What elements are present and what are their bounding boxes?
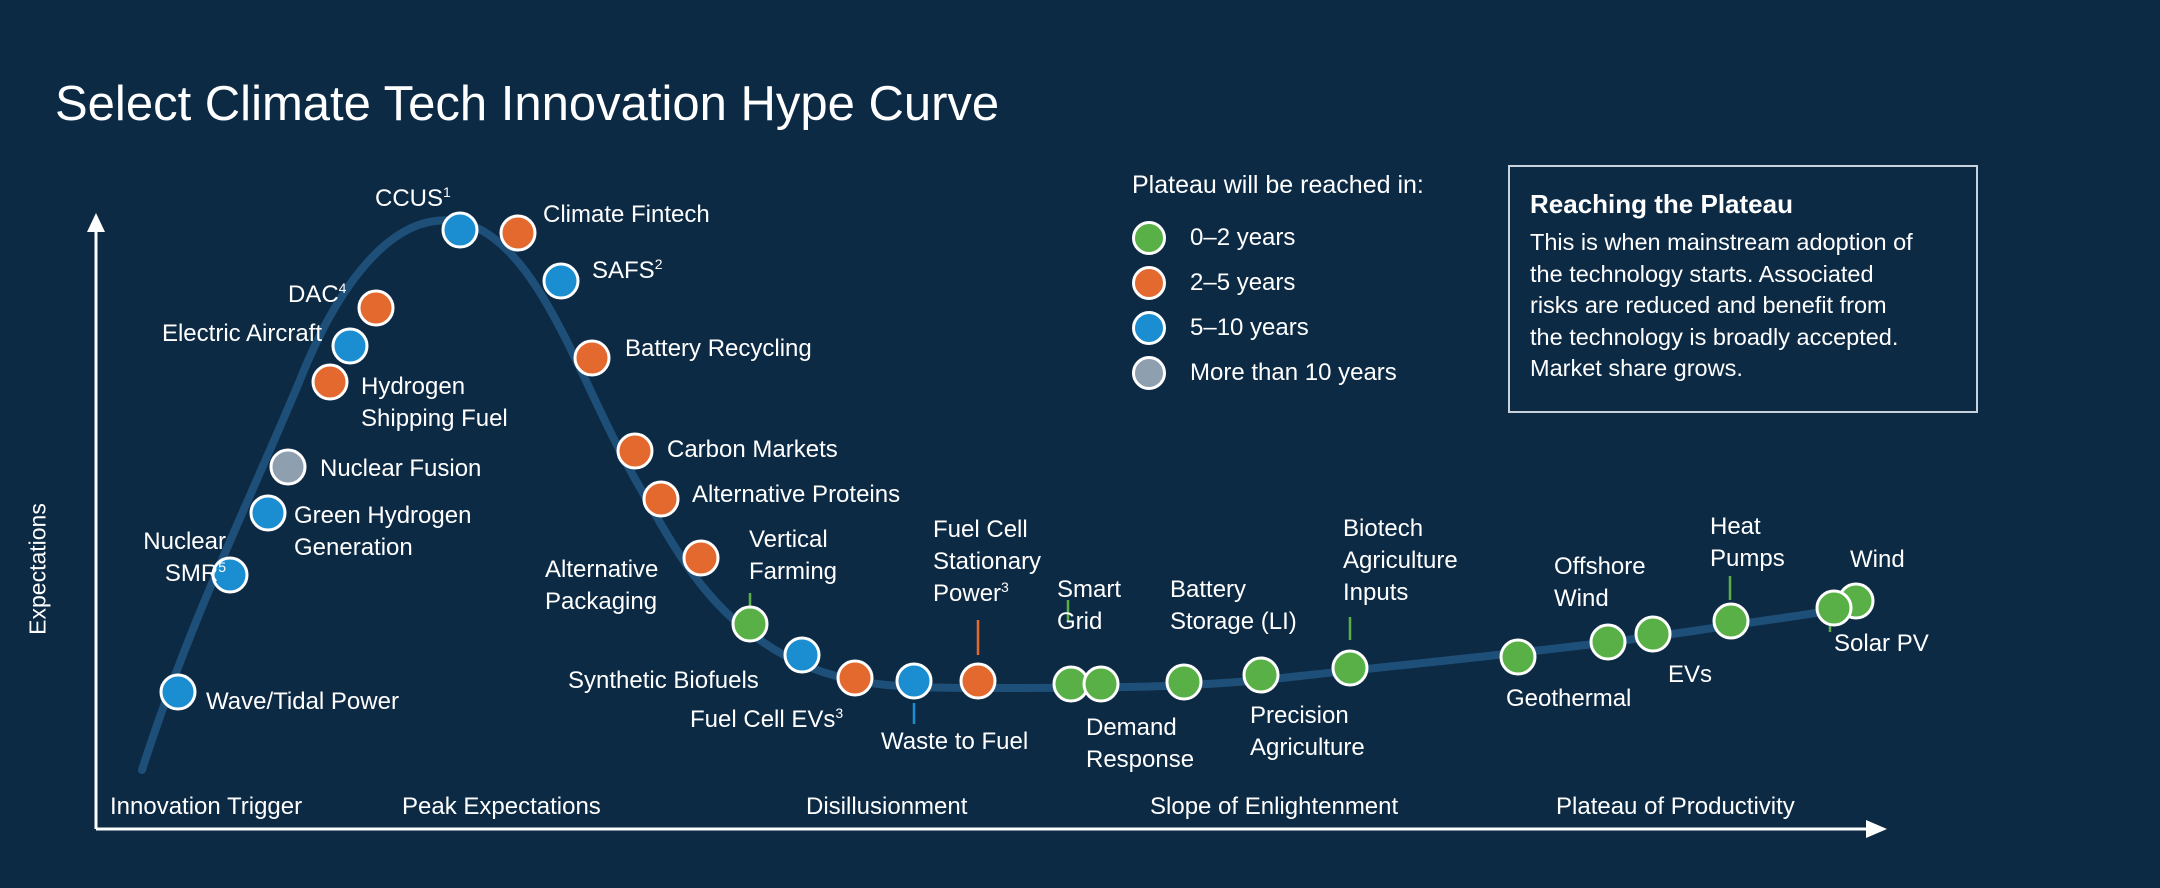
label-smart-grid: Smart Grid [1057, 576, 1122, 635]
x-axis-arrow [1866, 820, 1887, 838]
dot-precision-agriculture [1242, 656, 1280, 694]
dot-carbon-markets [616, 432, 654, 470]
dot-dac [357, 289, 395, 327]
label-green-hydrogen: Green Hydrogen Generation [294, 502, 472, 561]
label-wave-tidal: Wave/Tidal Power [206, 688, 399, 715]
dot-safs [542, 262, 580, 300]
dot-evs [1634, 615, 1672, 653]
phase-disillusionment: Disillusionment [806, 793, 968, 820]
dot-demand-response [1082, 665, 1120, 703]
label-safs: SAFS2 [592, 256, 663, 284]
label-demand-response: Demand Response [1086, 714, 1195, 773]
phase-plateau-of-productivity: Plateau of Productivity [1556, 793, 1795, 820]
dot-alternative-proteins [642, 480, 680, 518]
label-fuel-cell-evs: Fuel Cell EVs3 [690, 705, 844, 733]
dot-green-hydrogen [249, 494, 287, 532]
label-carbon-markets: Carbon Markets [667, 436, 838, 463]
label-solar-pv: Solar PV [1834, 630, 1929, 657]
phase-peak-expectations: Peak Expectations [402, 793, 601, 820]
label-alternative-packaging: Alternative Packaging [545, 556, 659, 615]
info-box-title: Reaching the Plateau [1530, 189, 1793, 219]
label-precision-agriculture: Precision Agriculture [1250, 702, 1365, 761]
label-geothermal: Geothermal [1506, 685, 1632, 712]
label-vertical-farming: Vertical Farming [749, 526, 838, 585]
label-nuclear-fusion: Nuclear Fusion [320, 455, 482, 482]
dot-waste-to-fuel [895, 662, 933, 700]
legend-dot-orange [1132, 266, 1166, 300]
dot-climate-fintech [499, 214, 537, 252]
label-wind: Wind [1850, 546, 1905, 573]
dot-fuel-cell-evs [836, 659, 874, 697]
label-ccus: CCUS1 [375, 184, 451, 212]
legend-title: Plateau will be reached in: [1132, 171, 1424, 199]
dot-alternative-packaging [682, 539, 720, 577]
label-hydrogen-shipping-fuel: Hydrogen Shipping Fuel [361, 373, 508, 432]
dot-fuel-cell-stationary [959, 662, 997, 700]
label-battery-storage: Battery Storage (LI) [1170, 576, 1297, 635]
dot-biotech-agriculture [1331, 649, 1369, 687]
dot-ccus [441, 211, 479, 249]
dot-vertical-farming [731, 605, 769, 643]
label-battery-recycling: Battery Recycling [625, 335, 812, 362]
legend-dot-blue [1132, 311, 1166, 345]
label-biotech-agriculture: Biotech Agriculture Inputs [1343, 515, 1458, 606]
info-box-body: This is when mainstream adoption of the … [1530, 229, 1913, 381]
dot-wave-tidal [159, 673, 197, 711]
label-fuel-cell-stationary: Fuel Cell Stationary Power3 [933, 516, 1042, 607]
y-axis-arrow [87, 213, 105, 232]
dot-hydrogen-shipping [311, 363, 349, 401]
dot-heat-pumps [1712, 602, 1750, 640]
label-waste-to-fuel: Waste to Fuel [881, 728, 1029, 755]
legend-dot-gray [1132, 356, 1166, 390]
dot-battery-storage [1165, 663, 1203, 701]
label-synthetic-biofuels: Synthetic Biofuels [568, 667, 759, 694]
dot-electric-aircraft [331, 327, 369, 365]
info-box-reaching-plateau: Reaching the Plateau This is when mainst… [1508, 165, 1978, 413]
phase-innovation-trigger: Innovation Trigger [110, 793, 303, 820]
dot-geothermal [1499, 638, 1537, 676]
dot-synthetic-biofuels [783, 636, 821, 674]
label-dac: DAC4 [288, 280, 347, 308]
label-offshore-wind: Offshore Wind [1554, 553, 1646, 612]
label-nuclear-smr: Nuclear SMR5 [143, 528, 226, 587]
legend: Plateau will be reached in: 0–2 years 2–… [1132, 169, 1472, 390]
phase-slope-of-enlightenment: Slope of Enlightenment [1150, 793, 1399, 820]
page-title: Select Climate Tech Innovation Hype Curv… [55, 77, 1000, 131]
dot-nuclear-smr [211, 556, 249, 594]
label-alternative-proteins: Alternative Proteins [692, 481, 901, 508]
legend-dot-green [1132, 221, 1166, 255]
label-climate-fintech: Climate Fintech [543, 201, 710, 228]
dot-nuclear-fusion [269, 448, 307, 486]
label-evs: EVs [1668, 661, 1713, 688]
dot-offshore-wind [1589, 623, 1627, 661]
dot-solar-pv [1815, 589, 1853, 627]
y-axis-label: Expectations [24, 503, 51, 635]
label-heat-pumps: Heat Pumps [1710, 513, 1785, 572]
dot-battery-recycling [573, 339, 611, 377]
label-electric-aircraft: Electric Aircraft [161, 320, 322, 347]
